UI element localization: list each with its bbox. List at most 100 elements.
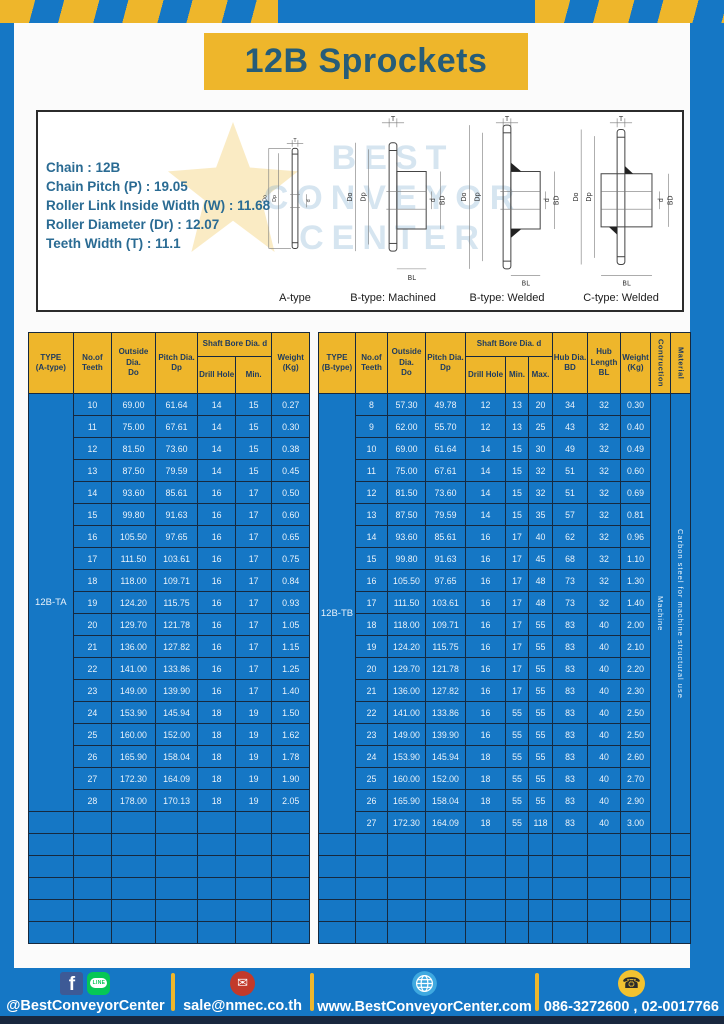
- empty-cell: [620, 899, 652, 922]
- data-cell: 164.09: [154, 767, 199, 790]
- data-cell: 57.30: [387, 393, 426, 416]
- data-cell: 115.75: [425, 635, 466, 658]
- data-cell: 153.90: [111, 701, 156, 724]
- page-title: 12B Sprockets: [244, 42, 488, 80]
- data-cell: 73: [552, 569, 589, 592]
- col-header-material: Material: [670, 332, 692, 394]
- empty-cell: [111, 921, 156, 944]
- empty-cell: [465, 877, 506, 900]
- data-cell: 0.30: [620, 393, 652, 416]
- empty-cell: [318, 899, 356, 922]
- table-row: 21 136.00 127.82 16 17 1.15: [29, 635, 310, 658]
- empty-cell: [650, 899, 672, 922]
- data-cell: 17: [234, 503, 273, 526]
- table-row: 22 141.00 133.86 16 55 55 83 40 2.50: [319, 701, 691, 724]
- empty-cell: [28, 855, 74, 878]
- empty-cell: [587, 855, 622, 878]
- empty-cell: [552, 921, 589, 944]
- empty-cell: [271, 899, 310, 922]
- data-cell: 40: [587, 613, 622, 636]
- col-header-construction: Contruction: [650, 332, 672, 394]
- empty-cell: [620, 921, 652, 944]
- type-cell: 12B-TA: [28, 393, 74, 812]
- empty-row: [28, 855, 310, 878]
- chain-info-box: BEST CONVEYOR CENTER Chain : 12B Chain P…: [36, 110, 684, 312]
- data-cell: 1.40: [271, 679, 310, 702]
- data-cell: 158.04: [154, 745, 199, 768]
- data-cell: 23: [72, 679, 113, 702]
- data-cell: 14: [72, 481, 113, 504]
- empty-cell: [154, 833, 199, 856]
- data-cell: 15: [234, 415, 273, 438]
- empty-cell: [650, 921, 672, 944]
- data-cell: 40: [587, 811, 622, 834]
- data-cell: 152.00: [425, 767, 466, 790]
- empty-cell: [355, 899, 388, 922]
- data-cell: 24: [72, 701, 113, 724]
- table-row: 18 118.00 109.71 16 17 0.84: [29, 569, 310, 592]
- empty-cell: [387, 833, 426, 856]
- data-cell: 16: [465, 591, 506, 614]
- data-cell: 75.00: [387, 459, 426, 482]
- footer-divider: [534, 973, 539, 1011]
- data-cell: 17: [505, 613, 529, 636]
- empty-cell: [234, 855, 273, 878]
- data-cell: 0.96: [620, 525, 652, 548]
- sprocket-drawings: T Do Dp d A-type T Do Dp d BD BL B-type: Machined T D…: [254, 114, 678, 308]
- data-cell: 93.60: [387, 525, 426, 548]
- data-cell: 87.50: [387, 503, 426, 526]
- data-cell: 1.50: [271, 701, 310, 724]
- data-cell: 40: [527, 525, 554, 548]
- empty-cell: [465, 855, 506, 878]
- data-cell: 16: [355, 569, 388, 592]
- data-cell: 22: [355, 701, 388, 724]
- table-row: 24 153.90 145.94 18 55 55 83 40 2.60: [319, 745, 691, 768]
- data-cell: 55: [505, 723, 529, 746]
- data-cell: 81.50: [387, 481, 426, 504]
- table-row: 13 87.50 79.59 14 15 35 57 32 0.81: [319, 503, 691, 526]
- empty-cell: [111, 877, 156, 900]
- data-cell: 145.94: [154, 701, 199, 724]
- table-row: 11 75.00 67.61 14 15 32 51 32 0.60: [319, 459, 691, 482]
- data-cell: 0.81: [620, 503, 652, 526]
- data-cell: 75.00: [111, 415, 156, 438]
- svg-text:d: d: [543, 198, 551, 202]
- data-cell: 55.70: [425, 415, 466, 438]
- empty-row: [318, 833, 692, 856]
- data-cell: 45: [527, 547, 554, 570]
- data-cell: 11: [72, 415, 113, 438]
- data-cell: 19: [234, 767, 273, 790]
- data-cell: 1.78: [271, 745, 310, 768]
- data-cell: 103.61: [425, 591, 466, 614]
- spec-line-roller-dia: Roller Diameter (Dr) : 12.07: [46, 217, 220, 232]
- table-row: 25 160.00 152.00 18 55 55 83 40 2.70: [319, 767, 691, 790]
- phone-text: 086-3272600 , 02-0017766: [543, 998, 719, 1015]
- data-cell: 40: [587, 745, 622, 768]
- empty-cell: [197, 899, 236, 922]
- empty-cell: [650, 833, 672, 856]
- empty-cell: [670, 899, 692, 922]
- empty-cell: [72, 877, 113, 900]
- data-cell: 55: [527, 701, 554, 724]
- data-cell: 115.75: [154, 591, 199, 614]
- data-cell: 17: [72, 547, 113, 570]
- data-cell: 19: [234, 789, 273, 812]
- empty-cell: [425, 855, 466, 878]
- empty-cell: [670, 855, 692, 878]
- empty-cell: [28, 811, 74, 834]
- empty-row: [318, 877, 692, 900]
- data-cell: 85.61: [154, 481, 199, 504]
- chain-specs: Chain : 12B Chain Pitch (P) : 19.05 Roll…: [46, 158, 270, 253]
- data-cell: 2.30: [620, 679, 652, 702]
- data-cell: 40: [587, 679, 622, 702]
- empty-cell: [465, 833, 506, 856]
- data-cell: 16: [465, 657, 506, 680]
- data-cell: 32: [587, 525, 622, 548]
- table-row: 12B-TB 8 57.30 49.78 12 13 20 34 32 0.30 Machine Ca…: [318, 393, 692, 834]
- empty-row: [28, 877, 310, 900]
- data-cell: 28: [72, 789, 113, 812]
- data-cell: 79.59: [154, 459, 199, 482]
- empty-cell: [552, 855, 589, 878]
- table-row: 20 129.70 121.78 16 17 55 83 40 2.20: [319, 657, 691, 680]
- data-cell: 19: [234, 723, 273, 746]
